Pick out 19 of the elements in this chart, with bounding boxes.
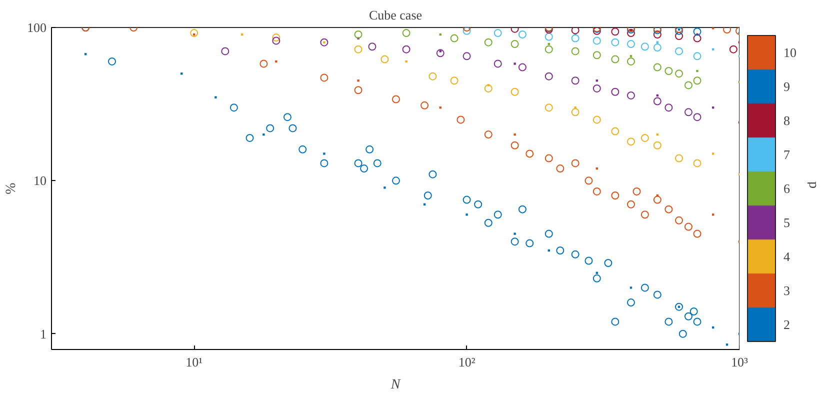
x-axis-title: N: [390, 378, 401, 392]
color-bar-label: 6: [784, 181, 790, 196]
color-bar-label: 3: [784, 283, 790, 298]
color-bar-title: d: [805, 182, 820, 188]
color-bar-label: 4: [784, 249, 790, 264]
x-tick-label: 10²: [458, 354, 476, 370]
color-bar-label: 9: [784, 79, 790, 94]
y-tick-label: 100: [27, 20, 46, 35]
y-tick-label: 1: [40, 326, 46, 342]
color-bar-label: 7: [784, 147, 790, 162]
color-bar-label: 2: [784, 317, 790, 332]
color-bar-label: 10: [784, 45, 796, 60]
color-bar-label: 8: [784, 113, 790, 128]
x-tick-label: 10³: [731, 354, 748, 370]
color-bar-label: 5: [784, 215, 790, 230]
x-tick-label: 10¹: [186, 354, 203, 370]
chart-title: Cube case: [368, 8, 422, 22]
y-tick-label: 10: [34, 173, 46, 188]
y-axis-title: %: [4, 182, 19, 194]
